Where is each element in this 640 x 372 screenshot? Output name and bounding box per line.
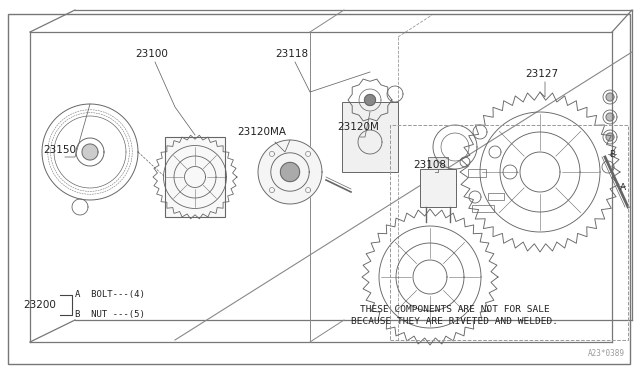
Bar bbox=[420, 169, 456, 207]
Bar bbox=[165, 137, 225, 217]
Bar bbox=[342, 102, 398, 172]
Polygon shape bbox=[258, 140, 322, 204]
Bar bbox=[468, 169, 486, 177]
Bar bbox=[428, 157, 448, 169]
Polygon shape bbox=[280, 163, 300, 182]
Bar bbox=[488, 193, 504, 200]
Polygon shape bbox=[606, 93, 614, 101]
Polygon shape bbox=[606, 133, 614, 141]
Polygon shape bbox=[365, 94, 376, 106]
Text: A23*0389: A23*0389 bbox=[588, 350, 625, 359]
Text: 23150: 23150 bbox=[44, 145, 77, 155]
Text: B  NUT ---(5): B NUT ---(5) bbox=[75, 311, 145, 320]
Text: A: A bbox=[620, 183, 626, 192]
Text: 23108: 23108 bbox=[413, 160, 447, 170]
Text: THESE COMPONENTS ARE NOT FOR SALE: THESE COMPONENTS ARE NOT FOR SALE bbox=[360, 305, 550, 314]
Text: A  BOLT---(4): A BOLT---(4) bbox=[75, 291, 145, 299]
Polygon shape bbox=[606, 113, 614, 121]
Text: 23200: 23200 bbox=[23, 300, 56, 310]
Text: BECAUSE THEY ARE RIVETED AND WELDED.: BECAUSE THEY ARE RIVETED AND WELDED. bbox=[351, 317, 559, 327]
Text: 23100: 23100 bbox=[136, 49, 168, 59]
Polygon shape bbox=[82, 144, 98, 160]
Text: B: B bbox=[609, 150, 615, 158]
Text: 23118: 23118 bbox=[275, 49, 308, 59]
Text: 23120MA: 23120MA bbox=[237, 127, 287, 137]
Bar bbox=[390, 125, 628, 340]
Text: 23127: 23127 bbox=[525, 69, 559, 79]
Text: 23120M: 23120M bbox=[337, 122, 379, 132]
Bar bbox=[472, 205, 494, 212]
